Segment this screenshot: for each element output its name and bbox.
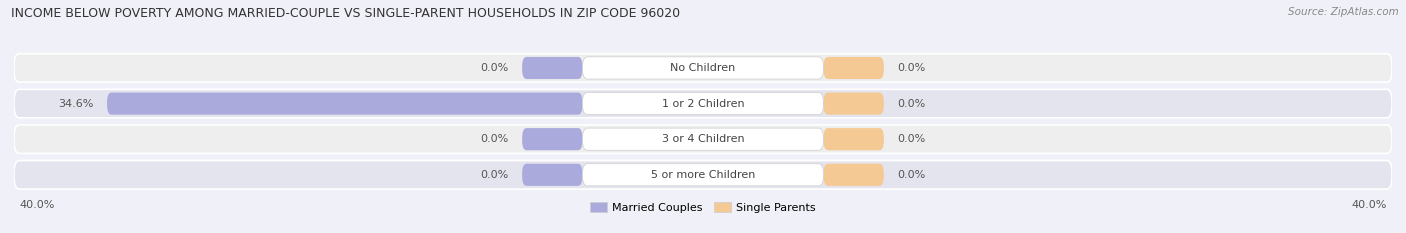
FancyBboxPatch shape: [14, 54, 1392, 82]
Text: 5 or more Children: 5 or more Children: [651, 170, 755, 180]
FancyBboxPatch shape: [582, 164, 824, 186]
Text: 0.0%: 0.0%: [897, 134, 927, 144]
FancyBboxPatch shape: [582, 128, 824, 150]
FancyBboxPatch shape: [14, 125, 1392, 154]
Text: No Children: No Children: [671, 63, 735, 73]
FancyBboxPatch shape: [824, 164, 884, 186]
Text: INCOME BELOW POVERTY AMONG MARRIED-COUPLE VS SINGLE-PARENT HOUSEHOLDS IN ZIP COD: INCOME BELOW POVERTY AMONG MARRIED-COUPL…: [11, 7, 681, 20]
Text: 40.0%: 40.0%: [20, 200, 55, 210]
FancyBboxPatch shape: [522, 57, 582, 79]
Text: 0.0%: 0.0%: [897, 63, 927, 73]
Text: 0.0%: 0.0%: [479, 170, 509, 180]
Text: 0.0%: 0.0%: [479, 63, 509, 73]
Text: 40.0%: 40.0%: [1351, 200, 1386, 210]
Text: 0.0%: 0.0%: [897, 99, 927, 109]
Text: 1 or 2 Children: 1 or 2 Children: [662, 99, 744, 109]
Text: 3 or 4 Children: 3 or 4 Children: [662, 134, 744, 144]
FancyBboxPatch shape: [824, 57, 884, 79]
FancyBboxPatch shape: [824, 93, 884, 115]
Legend: Married Couples, Single Parents: Married Couples, Single Parents: [586, 198, 820, 217]
FancyBboxPatch shape: [522, 164, 582, 186]
FancyBboxPatch shape: [107, 93, 582, 115]
FancyBboxPatch shape: [582, 93, 824, 115]
FancyBboxPatch shape: [14, 161, 1392, 189]
FancyBboxPatch shape: [824, 128, 884, 150]
FancyBboxPatch shape: [582, 57, 824, 79]
Text: 0.0%: 0.0%: [479, 134, 509, 144]
Text: 34.6%: 34.6%: [58, 99, 93, 109]
FancyBboxPatch shape: [522, 128, 582, 150]
Text: 0.0%: 0.0%: [897, 170, 927, 180]
Text: Source: ZipAtlas.com: Source: ZipAtlas.com: [1288, 7, 1399, 17]
FancyBboxPatch shape: [14, 89, 1392, 118]
